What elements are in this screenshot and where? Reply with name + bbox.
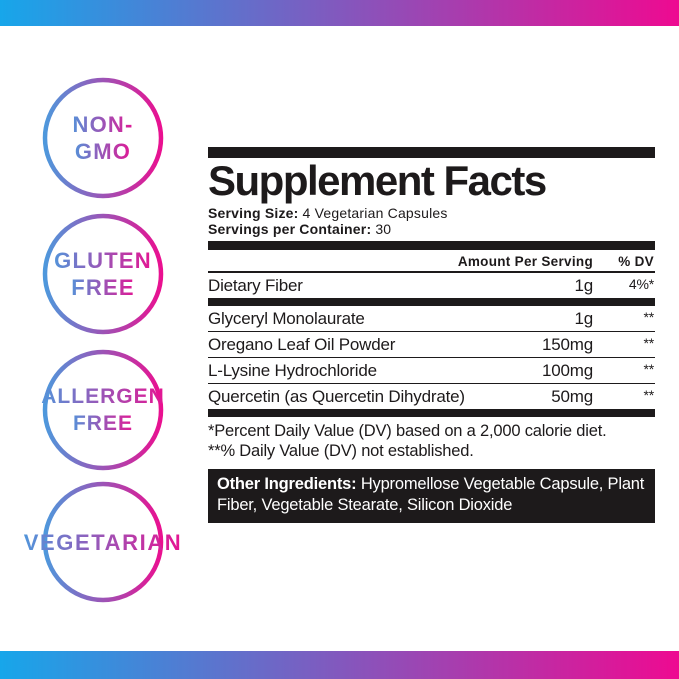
column-headers: Amount Per Serving % DV [208, 250, 655, 273]
ingredient-amount: 150mg [542, 335, 593, 354]
serving-size-line: Serving Size: 4 Vegetarian Capsules [208, 205, 655, 221]
servings-per-container-line: Servings per Container: 30 [208, 221, 655, 237]
badge-text: NON- GMO [41, 76, 165, 200]
badge-vegetarian: VEGETARIAN [24, 480, 181, 604]
serving-size-value: 4 Vegetarian Capsules [302, 205, 448, 221]
badge-line: FREE [69, 410, 137, 437]
badge-text: GLUTEN FREE [41, 212, 165, 336]
ingredient-amount: 1g [574, 276, 593, 295]
footnotes: *Percent Daily Value (DV) based on a 2,0… [208, 422, 655, 461]
gradient-ring [42, 213, 164, 335]
ingredient-dv: ** [643, 309, 655, 325]
badge-non-gmo: NON- GMO [41, 76, 165, 200]
panel-top-bar [208, 147, 655, 158]
table-row: Quercetin (as Quercetin Dihydrate) 50mg … [208, 384, 655, 409]
servings-label: Servings per Container: [208, 221, 372, 237]
ingredient-dv: 4%* [628, 276, 654, 292]
bottom-gradient-bar [0, 651, 679, 679]
badge-gluten-free: GLUTEN FREE [41, 212, 165, 336]
table-row: L-Lysine Hydrochloride 100mg ** [208, 358, 655, 384]
panel-divider-thick [208, 409, 655, 417]
badge-line: NON- [68, 111, 137, 138]
badge-line: VEGETARIAN [20, 529, 187, 556]
panel-title: Supplement Facts [208, 157, 547, 204]
gradient-ring [42, 349, 164, 471]
table-row: Dietary Fiber 1g 4%* [208, 273, 655, 298]
ingredient-name: Quercetin (as Quercetin Dihydrate) [208, 387, 465, 406]
panel-divider-thick [208, 241, 655, 250]
servings-value: 30 [375, 221, 392, 237]
amount-per-serving-header: Amount Per Serving [457, 254, 593, 269]
badge-line: GLUTEN [50, 247, 156, 274]
ingredient-dv: ** [643, 387, 655, 403]
ingredient-name: Dietary Fiber [208, 276, 303, 295]
top-gradient-bar [0, 0, 679, 26]
footnote-dv-not-established: **% Daily Value (DV) not established. [208, 441, 474, 460]
footnote-dv-basis: *Percent Daily Value (DV) based on a 2,0… [208, 422, 607, 440]
ingredient-name: Oregano Leaf Oil Powder [208, 335, 396, 354]
table-row: Oregano Leaf Oil Powder 150mg ** [208, 332, 655, 358]
badge-line: ALLERGEN [37, 383, 169, 410]
ingredient-dv: ** [643, 361, 655, 377]
badge-text: ALLERGEN FREE [19, 348, 187, 472]
badge-line: FREE [67, 274, 138, 301]
badge-line: GMO [71, 138, 135, 165]
ingredient-amount: 1g [574, 309, 593, 328]
table-row: Glyceryl Monolaurate 1g ** [208, 306, 655, 332]
ingredient-name: Glyceryl Monolaurate [208, 309, 365, 328]
other-ingredients-box: Other Ingredients: Hypromellose Vegetabl… [208, 469, 655, 523]
ingredient-dv: ** [643, 335, 655, 351]
panel-divider-thick [208, 298, 655, 306]
ingredient-amount: 50mg [551, 387, 593, 406]
other-ingredients-value: Hypromellose Vegetable Capsule, Plant Fi… [217, 475, 645, 514]
serving-size-label: Serving Size: [208, 205, 299, 221]
ingredient-amount: 100mg [542, 361, 593, 380]
other-ingredients-label: Other Ingredients: [217, 475, 357, 493]
gradient-ring [42, 481, 164, 603]
ingredient-name: L-Lysine Hydrochloride [208, 361, 377, 380]
percent-dv-header: % DV [618, 254, 654, 269]
serving-info: Serving Size: 4 Vegetarian Capsules Servi… [208, 205, 655, 237]
gradient-ring [42, 77, 164, 199]
badge-text: VEGETARIAN [19, 480, 187, 604]
badge-allergen-free: ALLERGEN FREE [41, 348, 165, 472]
supplement-facts-panel: Supplement Facts Serving Size: 4 Vegetari… [208, 147, 655, 523]
